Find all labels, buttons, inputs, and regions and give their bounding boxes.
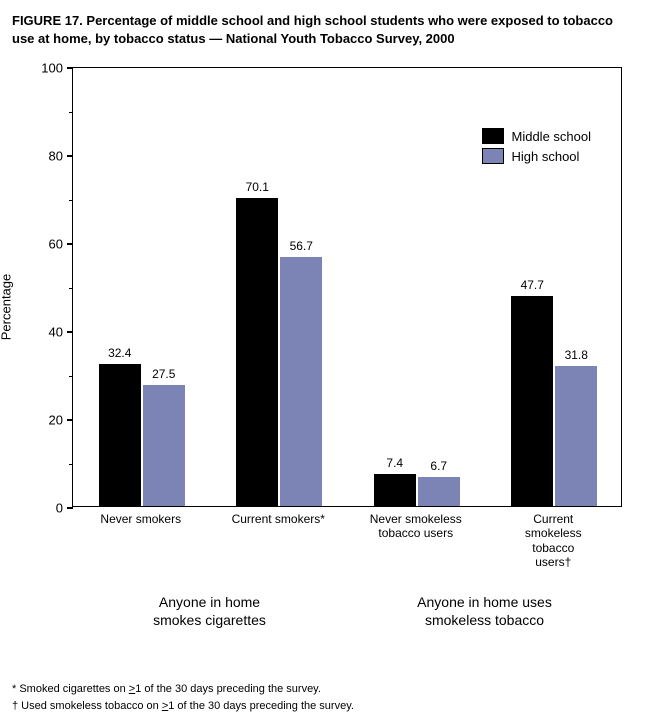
y-tick xyxy=(67,67,73,69)
x-category-label: Current smokers* xyxy=(232,512,325,526)
bar xyxy=(99,364,141,507)
bar xyxy=(143,385,185,506)
y-tick-minor xyxy=(69,200,73,201)
x-category-label: Never smokelesstobacco users xyxy=(370,512,462,541)
bar-value-label: 27.5 xyxy=(152,367,175,381)
bar xyxy=(280,257,322,506)
y-tick-minor xyxy=(69,112,73,113)
legend-swatch xyxy=(482,128,504,144)
y-tick xyxy=(67,155,73,157)
legend-swatch xyxy=(482,148,504,164)
bar-value-label: 56.7 xyxy=(290,239,313,253)
x-category-label: Never smokers xyxy=(100,512,181,526)
y-tick xyxy=(67,331,73,333)
footnote: † Used smokeless tobacco on >1 of the 30… xyxy=(12,698,635,715)
footnotes: * Smoked cigarettes on >1 of the 30 days… xyxy=(12,681,635,714)
y-tick xyxy=(67,507,73,509)
bar xyxy=(374,474,416,507)
x-category-row: Never smokers Current smokers* Never smoke… xyxy=(72,512,622,552)
x-category-label: Current smokelesstobacco users† xyxy=(519,512,588,570)
bar-value-label: 7.4 xyxy=(386,456,403,470)
y-tick-minor xyxy=(69,288,73,289)
y-tick xyxy=(67,243,73,245)
y-tick-label: 60 xyxy=(33,237,63,252)
legend-label: High school xyxy=(512,149,580,164)
bar xyxy=(555,366,597,506)
y-tick-minor xyxy=(69,464,73,465)
y-tick-minor xyxy=(69,376,73,377)
y-tick xyxy=(67,419,73,421)
plot-area: Middle schoolHigh school 02040608010032.… xyxy=(72,67,622,507)
y-tick-label: 20 xyxy=(33,413,63,428)
figure-title: FIGURE 17. Percentage of middle school a… xyxy=(12,12,635,47)
bar-value-label: 32.4 xyxy=(108,346,131,360)
chart: Percentage Middle schoolHigh school 0204… xyxy=(12,57,635,557)
y-tick-label: 0 xyxy=(33,501,63,516)
y-tick-label: 40 xyxy=(33,325,63,340)
y-tick-label: 100 xyxy=(33,61,63,76)
bar-value-label: 6.7 xyxy=(430,459,447,473)
legend-item: High school xyxy=(482,148,592,164)
footnote: * Smoked cigarettes on >1 of the 30 days… xyxy=(12,681,635,698)
legend: Middle school High school xyxy=(482,128,592,168)
bar xyxy=(236,198,278,506)
bar-value-label: 70.1 xyxy=(246,180,269,194)
bar xyxy=(418,477,460,506)
legend-item: Middle school xyxy=(482,128,592,144)
y-tick-label: 80 xyxy=(33,149,63,164)
bar-value-label: 47.7 xyxy=(521,278,544,292)
bar-value-label: 31.8 xyxy=(565,348,588,362)
bar xyxy=(511,296,553,506)
legend-label: Middle school xyxy=(512,129,592,144)
section-label: Anyone in homesmokes cigarettes xyxy=(72,557,347,629)
y-axis-label: Percentage xyxy=(0,274,14,341)
